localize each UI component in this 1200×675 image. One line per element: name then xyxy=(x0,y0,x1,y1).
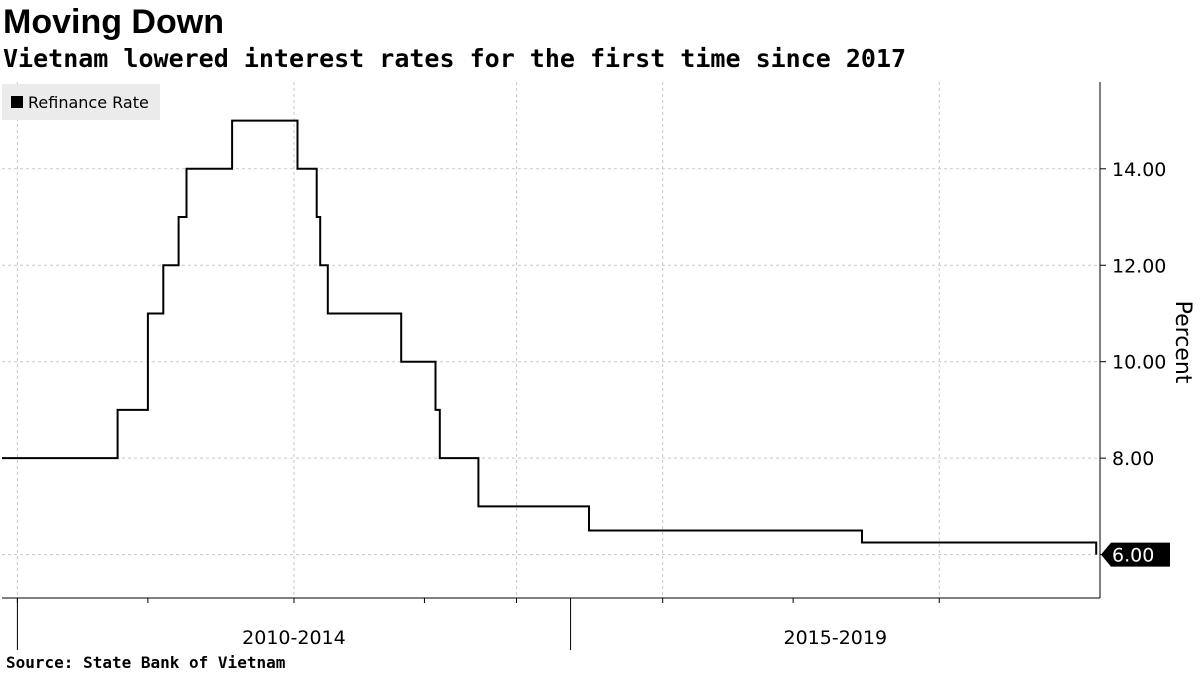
chart-subtitle: Vietnam lowered interest rates for the f… xyxy=(3,44,907,73)
x-group-label: 2015-2019 xyxy=(783,627,887,649)
grid xyxy=(2,82,1100,598)
y-axis-title: Percent xyxy=(1170,301,1195,384)
y-tick-label: 8.00 xyxy=(1112,448,1154,470)
y-tick-label: 12.00 xyxy=(1112,255,1166,277)
series: 6.00 xyxy=(2,119,1170,567)
last-value-label: 6.00 xyxy=(1112,545,1154,567)
legend: Refinance Rate xyxy=(2,84,160,120)
legend-box xyxy=(2,84,160,120)
x-group-label: 2010-2014 xyxy=(242,627,346,649)
last-value-marker xyxy=(1101,542,1170,567)
legend-swatch xyxy=(11,96,23,108)
y-tick-label: 10.00 xyxy=(1112,352,1166,374)
series-line-refinance-rate xyxy=(2,119,1098,555)
chart-title: Moving Down xyxy=(3,3,224,41)
source-note: Source: State Bank of Vietnam xyxy=(6,653,286,672)
y-tick-label: 14.00 xyxy=(1112,159,1166,181)
legend-label: Refinance Rate xyxy=(28,93,149,112)
axes: 8.00 10.00 12.00 14.00 2010-2014 2015-2019 xyxy=(2,82,1166,650)
